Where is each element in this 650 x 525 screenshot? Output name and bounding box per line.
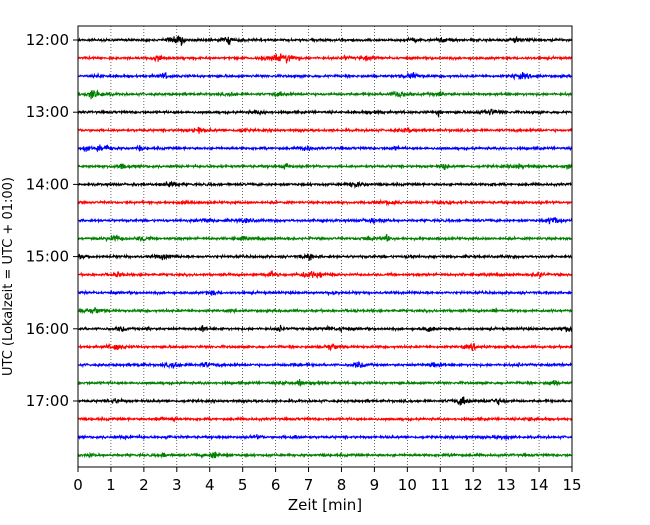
trace-1500 <box>77 252 573 261</box>
trace-1715 <box>77 415 573 423</box>
y-tick-label: 16:00 <box>26 320 69 338</box>
trace-1745 <box>77 451 573 459</box>
trace-layer <box>77 35 573 459</box>
trace-1430 <box>77 216 573 225</box>
trace-1315 <box>77 126 573 134</box>
x-tick-label: 7 <box>304 476 314 494</box>
trace-1400 <box>77 180 573 189</box>
x-tick-label: 9 <box>370 476 380 494</box>
trace-1445 <box>77 233 573 243</box>
trace-1515 <box>77 270 573 280</box>
trace-1530 <box>77 289 573 297</box>
trace-1300 <box>77 108 573 119</box>
x-tick-label: 4 <box>205 476 215 494</box>
x-tick-label: 1 <box>106 476 116 494</box>
x-tick-label: 10 <box>398 476 417 494</box>
x-tick-label: 8 <box>337 476 347 494</box>
x-tick-label: 11 <box>431 476 450 494</box>
y-tick-label: 12:00 <box>26 31 69 49</box>
y-tick-label: 17:00 <box>26 392 69 410</box>
x-tick-label: 13 <box>497 476 516 494</box>
trace-1645 <box>77 379 573 387</box>
x-tick-label: 12 <box>464 476 483 494</box>
x-tick-label: 14 <box>530 476 549 494</box>
trace-1330 <box>77 144 573 153</box>
trace-1230 <box>77 71 573 81</box>
x-tick-label: 0 <box>73 476 83 494</box>
trace-1730 <box>77 433 573 441</box>
trace-1245 <box>77 89 573 100</box>
x-axis-title: Zeit [min] <box>288 496 362 514</box>
y-ticks: 12:00 13:00 14:00 15:00 16:00 17:00 <box>26 31 78 410</box>
x-ticks: 0 1 2 3 4 5 6 7 8 9 10 11 12 13 14 15 <box>73 467 582 494</box>
trace-1415 <box>77 198 573 207</box>
plot-frame <box>77 25 573 468</box>
x-tick-label: 5 <box>238 476 248 494</box>
trace-1215 <box>77 53 573 64</box>
trace-1545 <box>77 307 573 315</box>
x-tick-label: 15 <box>562 476 581 494</box>
trace-1630 <box>77 360 573 370</box>
trace-1600 <box>77 324 573 334</box>
x-tick-label: 2 <box>139 476 149 494</box>
x-tick-label: 6 <box>271 476 281 494</box>
y-tick-label: 15:00 <box>26 248 69 266</box>
trace-1200 <box>77 35 573 46</box>
trace-1345 <box>77 162 573 171</box>
trace-1700 <box>77 396 573 406</box>
x-tick-label: 3 <box>172 476 182 494</box>
trace-1615 <box>77 342 573 352</box>
y-tick-label: 13:00 <box>26 103 69 121</box>
y-tick-label: 14:00 <box>26 175 69 193</box>
y-axis-title: UTC (Lokalzeit = UTC + 01:00) <box>1 177 16 376</box>
